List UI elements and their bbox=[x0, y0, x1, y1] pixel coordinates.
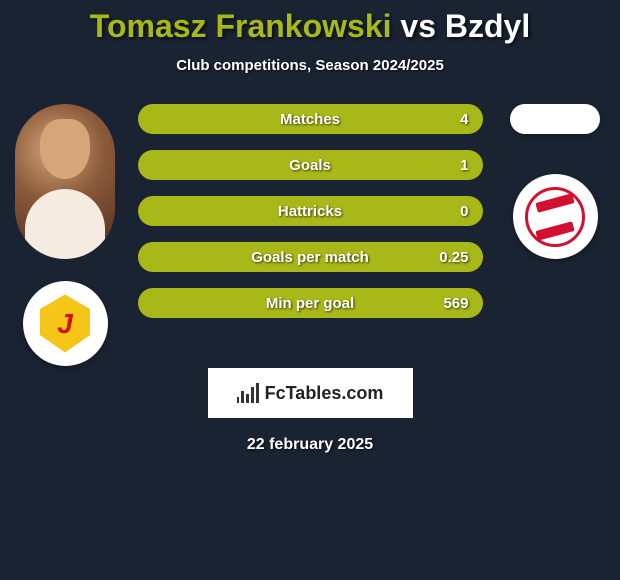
stat-row-goals-per-match: Goals per match 0.25 bbox=[138, 242, 483, 272]
stat-value: 1 bbox=[460, 157, 468, 174]
shield-icon bbox=[40, 295, 90, 353]
stat-value: 0.25 bbox=[439, 249, 468, 266]
cracovia-logo-icon bbox=[525, 187, 585, 247]
brand-watermark: FcTables.com bbox=[208, 368, 413, 418]
comparison-card: Tomasz Frankowski vs Bzdyl Club competit… bbox=[0, 0, 620, 580]
stat-row-min-per-goal: Min per goal 569 bbox=[138, 288, 483, 318]
stat-value: 569 bbox=[443, 295, 468, 312]
vs-text: vs bbox=[400, 8, 436, 44]
date-text: 22 february 2025 bbox=[247, 436, 373, 454]
player2-avatar-placeholder bbox=[510, 104, 600, 134]
player1-club-logo bbox=[23, 281, 108, 366]
player2-club-logo bbox=[513, 174, 598, 259]
player1-name: Tomasz Frankowski bbox=[90, 8, 392, 44]
main-area: Matches 4 Goals 1 Hattricks 0 Goals per … bbox=[0, 104, 620, 318]
subtitle: Club competitions, Season 2024/2025 bbox=[176, 57, 444, 74]
player1-avatar bbox=[15, 104, 115, 259]
player2-name: Bzdyl bbox=[445, 8, 530, 44]
avatar-body bbox=[25, 189, 105, 259]
right-column bbox=[500, 104, 610, 259]
brand-text: FcTables.com bbox=[265, 383, 384, 404]
stat-row-matches: Matches 4 bbox=[138, 104, 483, 134]
stat-row-goals: Goals 1 bbox=[138, 150, 483, 180]
stat-row-hattricks: Hattricks 0 bbox=[138, 196, 483, 226]
stat-label: Goals bbox=[138, 157, 483, 174]
stat-label: Matches bbox=[138, 111, 483, 128]
stat-label: Hattricks bbox=[138, 203, 483, 220]
left-column bbox=[10, 104, 120, 366]
stats-list: Matches 4 Goals 1 Hattricks 0 Goals per … bbox=[138, 104, 483, 318]
page-title: Tomasz Frankowski vs Bzdyl bbox=[90, 8, 530, 45]
avatar-face bbox=[40, 119, 90, 179]
stat-value: 4 bbox=[460, 111, 468, 128]
chart-icon bbox=[237, 383, 259, 403]
stat-label: Goals per match bbox=[138, 249, 483, 266]
stat-value: 0 bbox=[460, 203, 468, 220]
stat-label: Min per goal bbox=[138, 295, 483, 312]
